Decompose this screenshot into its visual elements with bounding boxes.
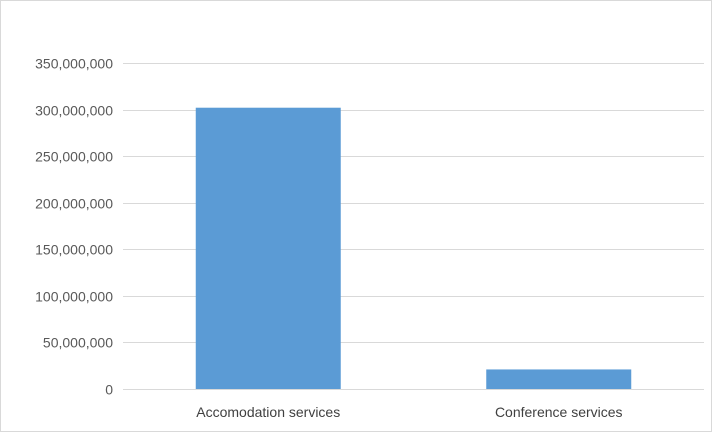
bar-1 (486, 369, 632, 389)
x-category-label: Accomodation services (196, 404, 340, 420)
y-tick-label: 100,000,000 (35, 289, 113, 305)
y-tick-label: 200,000,000 (35, 196, 113, 212)
y-tick-label: 50,000,000 (43, 335, 113, 351)
x-axis-labels: Accomodation services Conference services (196, 404, 622, 420)
y-tick-label: 250,000,000 (35, 149, 113, 165)
y-axis-ticks: 0 50,000,000 100,000,000 150,000,000 200,000… (35, 56, 113, 398)
bar-0 (195, 107, 341, 390)
x-category-label: Conference services (495, 404, 623, 420)
y-tick-label: 350,000,000 (35, 56, 113, 72)
y-tick-label: 300,000,000 (35, 103, 113, 119)
y-tick-label: 0 (105, 382, 113, 398)
bars (195, 107, 632, 390)
y-tick-label: 150,000,000 (35, 242, 113, 258)
